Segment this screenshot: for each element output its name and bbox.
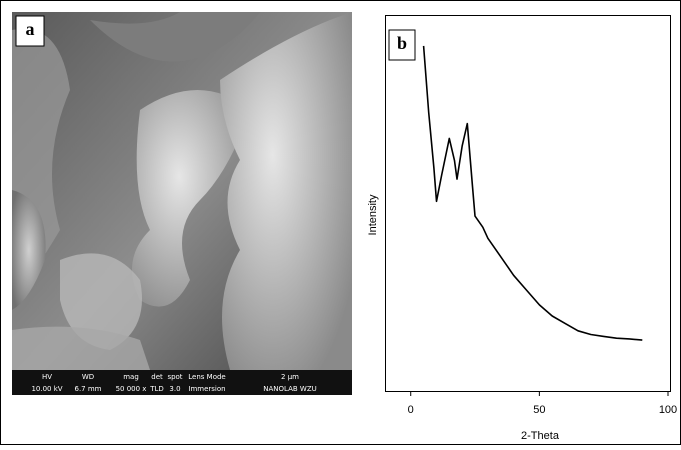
x-tick-label: 50 [533,404,545,416]
info-header: det [151,373,163,381]
info-header: WD [82,373,94,381]
info-value: TLD [149,385,164,393]
info-value: Immersion [188,385,225,393]
x-tick-label: 0 [408,404,414,416]
plot-frame [385,15,671,392]
info-value: 6.7 mm [75,385,102,393]
info-header: HV [42,373,52,381]
info-value: 10.00 kV [31,385,62,393]
info-header: Lens Mode [188,373,225,381]
sem-image: a [12,12,352,395]
info-bar [12,370,352,395]
info-header: spot [167,373,182,381]
info-header: mag [123,373,139,381]
info-value: 3.0 [169,385,180,393]
info-value: NANOLAB WZU [263,385,317,393]
panel-label: b [397,33,407,53]
panel-label-box [388,29,416,61]
x-tick-label: 100 [659,404,677,416]
data-line [422,45,643,341]
info-header: 2 µm [281,373,299,381]
panel-label-box [15,15,45,47]
x-axis-label: 2-Theta [521,430,560,442]
panel-label: a [26,19,35,39]
y-axis-label: Intensity [367,194,379,235]
info-value: 50 000 x [116,385,147,393]
